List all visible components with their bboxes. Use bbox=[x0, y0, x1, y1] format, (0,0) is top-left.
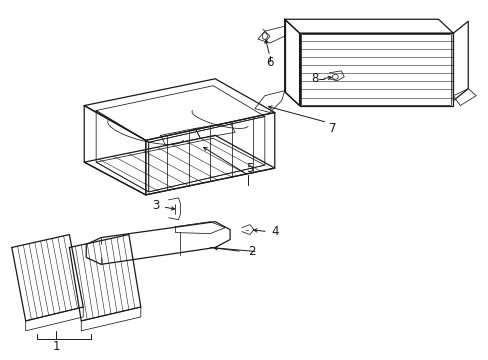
Text: 7: 7 bbox=[328, 122, 335, 135]
Text: 1: 1 bbox=[53, 340, 60, 353]
Text: 5: 5 bbox=[246, 162, 253, 175]
Text: 6: 6 bbox=[265, 57, 273, 69]
Text: 4: 4 bbox=[270, 225, 278, 238]
Text: 8: 8 bbox=[310, 72, 318, 85]
Text: 2: 2 bbox=[248, 245, 255, 258]
Text: 3: 3 bbox=[152, 199, 159, 212]
